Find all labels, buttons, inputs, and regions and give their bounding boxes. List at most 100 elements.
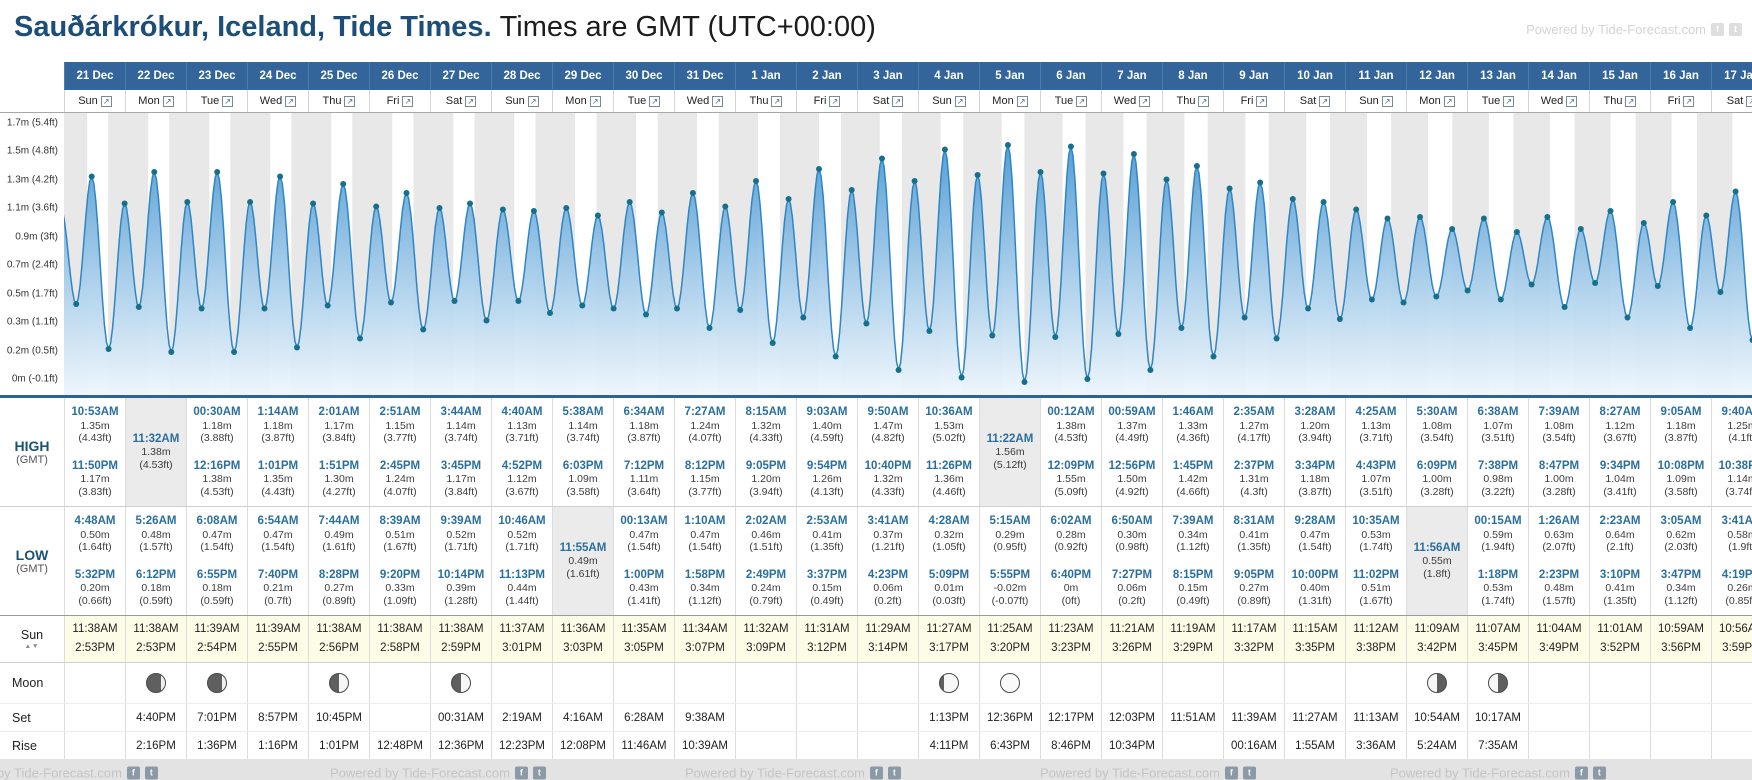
date-cell: 27 Dec bbox=[430, 62, 491, 90]
sunset-time: 3:17PM bbox=[929, 642, 969, 654]
expand-day-icon[interactable]: ↗ bbox=[1319, 95, 1331, 107]
high-tide-entry: 10:08PM 1.09m (3.58ft) bbox=[1651, 460, 1711, 498]
powered-by-link[interactable]: Powered by Tide-Forecast.com bbox=[685, 765, 865, 780]
expand-day-icon[interactable]: ↗ bbox=[1076, 95, 1088, 107]
expand-day-icon[interactable]: ↗ bbox=[100, 95, 112, 107]
expand-day-icon[interactable]: ↗ bbox=[1139, 95, 1151, 107]
facebook-icon[interactable]: f bbox=[1574, 766, 1588, 779]
sunset-time: 3:14PM bbox=[868, 642, 908, 654]
expand-day-icon[interactable]: ↗ bbox=[402, 95, 414, 107]
expand-day-icon[interactable]: ↗ bbox=[1016, 95, 1028, 107]
tide-height-ft: (3.94ft) bbox=[749, 485, 783, 498]
high-tide-cell: 1:46AM 1.33m (4.36ft) 1:45PM 1.42m (4.66ft) bbox=[1162, 398, 1223, 506]
twitter-icon[interactable]: t bbox=[144, 766, 158, 779]
tide-height-ft: (0.59ft) bbox=[200, 594, 234, 607]
twitter-icon[interactable]: t bbox=[887, 766, 901, 779]
expand-day-icon[interactable]: ↗ bbox=[892, 95, 904, 107]
expand-day-icon[interactable]: ↗ bbox=[1256, 95, 1268, 107]
sun-times-cell: 11:39AM 2:54PM bbox=[186, 616, 247, 662]
tide-time: 10:14PM bbox=[437, 568, 485, 581]
expand-day-icon[interactable]: ↗ bbox=[344, 95, 356, 107]
facebook-icon[interactable]: f bbox=[514, 766, 528, 779]
sunrise-time: 11:01AM bbox=[1597, 623, 1643, 636]
weekday-label: Wed bbox=[259, 95, 283, 107]
tide-height-m: 0.53m bbox=[1361, 528, 1391, 541]
expand-day-icon[interactable]: ↗ bbox=[1443, 95, 1455, 107]
expand-day-icon[interactable]: ↗ bbox=[1503, 95, 1515, 107]
tide-height-m: 1.17m bbox=[80, 473, 110, 486]
date-cell: 29 Dec bbox=[552, 62, 613, 90]
low-tide-entry: 6:02AM 0.28m (0.92ft) bbox=[1041, 515, 1101, 553]
y-axis-tick: 0.9m (3ft) bbox=[15, 231, 58, 242]
twitter-icon[interactable]: t bbox=[532, 766, 546, 779]
sunset-time: 3:56PM bbox=[1661, 642, 1701, 654]
sunrise-time: 11:38AM bbox=[316, 623, 362, 636]
powered-by-link[interactable]: Powered by Tide-Forecast.com bbox=[1390, 765, 1570, 780]
powered-by-link[interactable]: Powered by Tide-Forecast.com bbox=[0, 765, 122, 780]
expand-day-icon[interactable]: ↗ bbox=[1625, 95, 1637, 107]
low-tide-entry: 8:31AM 0.41m (1.35ft) bbox=[1224, 515, 1284, 553]
expand-day-icon[interactable]: ↗ bbox=[829, 95, 841, 107]
tide-height-ft: (3.87ft) bbox=[261, 431, 295, 444]
expand-day-icon[interactable]: ↗ bbox=[589, 95, 601, 107]
expand-day-icon[interactable]: ↗ bbox=[954, 95, 966, 107]
tide-height-ft: (1.12ft) bbox=[1176, 540, 1210, 553]
expand-day-icon[interactable]: ↗ bbox=[1566, 95, 1578, 107]
high-tide-cell: 3:44AM 1.14m (3.74ft) 3:45PM 1.17m (3.84ft) bbox=[430, 398, 491, 506]
tide-time: 2:23PM bbox=[1538, 568, 1580, 581]
powered-by-link[interactable]: Powered by Tide-Forecast.com bbox=[330, 765, 510, 780]
expand-day-icon[interactable]: ↗ bbox=[1683, 95, 1695, 107]
sun-times-cell: 11:39AM 2:55PM bbox=[247, 616, 308, 662]
expand-day-icon[interactable]: ↗ bbox=[1198, 95, 1210, 107]
sun-times-cell: 11:37AM 3:01PM bbox=[491, 616, 552, 662]
tide-height-m: 0.52m bbox=[446, 528, 476, 541]
low-tide-entry: 7:39AM 0.34m (1.12ft) bbox=[1163, 515, 1223, 553]
twitter-icon[interactable]: t bbox=[1592, 766, 1606, 779]
expand-day-icon[interactable]: ↗ bbox=[465, 95, 477, 107]
low-tide-cell: 10:35AM 0.53m (1.74ft) 11:02PM 0.51m (1.67ft) bbox=[1345, 507, 1406, 615]
tide-height-m: 0.30m bbox=[1117, 528, 1147, 541]
tide-height-m: 1.14m bbox=[446, 419, 476, 432]
sunset-time: 3:03PM bbox=[563, 642, 603, 654]
low-tide-cell: 8:39AM 0.51m (1.67ft) 9:20PM 0.33m (1.09ft) bbox=[369, 507, 430, 615]
sunrise-time: 11:27AM bbox=[926, 623, 972, 636]
weekday-cell: Wed ↗ bbox=[674, 90, 735, 112]
powered-by-link[interactable]: Powered by Tide-Forecast.com bbox=[1040, 765, 1220, 780]
facebook-icon[interactable]: f bbox=[1224, 766, 1238, 779]
twitter-icon[interactable]: t bbox=[1242, 766, 1256, 779]
tide-height-m: 1.50m bbox=[1117, 473, 1147, 486]
twitter-icon[interactable]: t bbox=[1729, 23, 1742, 36]
tide-height-ft: (1.12ft) bbox=[1664, 594, 1698, 607]
tide-time: 1:46AM bbox=[1172, 406, 1214, 418]
expand-day-icon[interactable]: ↗ bbox=[162, 95, 174, 107]
moonset-time-cell bbox=[64, 704, 125, 731]
tide-height-ft: (4.07ft) bbox=[688, 431, 722, 444]
tide-height-ft: (3.74ft) bbox=[566, 431, 600, 444]
facebook-icon[interactable]: f bbox=[1711, 23, 1724, 36]
expand-day-icon[interactable]: ↗ bbox=[771, 95, 783, 107]
facebook-icon[interactable]: f bbox=[869, 766, 883, 779]
expand-day-icon[interactable]: ↗ bbox=[285, 95, 297, 107]
sun-row: Sun ▲▼ 11:38AM 2:53PM 11:38AM 2:53PM 11:39AM… bbox=[0, 616, 1752, 663]
powered-by-link[interactable]: Powered by Tide-Forecast.com bbox=[1526, 22, 1706, 37]
sun-times-cell: 11:17AM 3:32PM bbox=[1223, 616, 1284, 662]
expand-day-icon[interactable]: ↗ bbox=[222, 95, 234, 107]
facebook-icon[interactable]: f bbox=[126, 766, 140, 779]
expand-day-icon[interactable]: ↗ bbox=[649, 95, 661, 107]
tide-time: 9:50AM bbox=[867, 406, 909, 418]
expand-day-icon[interactable]: ↗ bbox=[1381, 95, 1393, 107]
low-tide-entry: 11:02PM 0.51m (1.67ft) bbox=[1346, 569, 1406, 607]
expand-day-icon[interactable]: ↗ bbox=[527, 95, 539, 107]
tide-height-m: 1.12m bbox=[1605, 419, 1635, 432]
expand-day-icon[interactable]: ↗ bbox=[1746, 95, 1752, 107]
powered-by-top: Powered by Tide-Forecast.com f t bbox=[1526, 22, 1742, 37]
expand-day-icon[interactable]: ↗ bbox=[712, 95, 724, 107]
moon-phase-cell bbox=[1650, 663, 1711, 703]
tide-height-m: 1.35m bbox=[263, 473, 293, 486]
sunrise-time: 10:59AM bbox=[1657, 623, 1705, 636]
tide-height-m: 0.47m bbox=[629, 528, 659, 541]
tide-height-ft: (3.51ft) bbox=[1481, 431, 1515, 444]
tide-height-m: 1.13m bbox=[507, 419, 537, 432]
